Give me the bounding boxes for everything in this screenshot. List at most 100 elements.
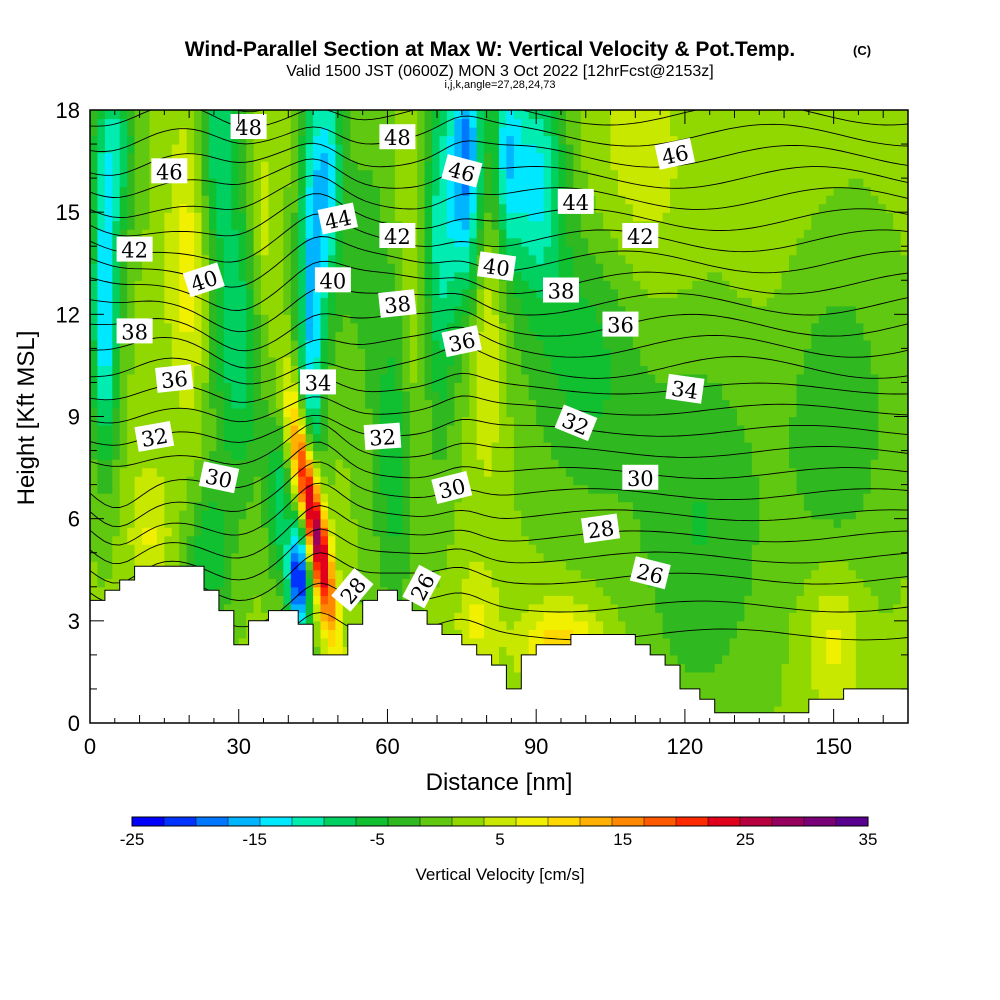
field-cell: [476, 144, 485, 154]
field-cell: [580, 127, 589, 137]
field-cell: [186, 118, 195, 128]
field-cell: [164, 552, 173, 562]
field-cell: [149, 246, 158, 256]
field-cell: [283, 118, 292, 128]
field-cell: [283, 203, 292, 213]
field-cell: [595, 339, 604, 349]
field-cell: [90, 254, 98, 264]
field-cell: [342, 365, 351, 375]
field-cell: [417, 246, 426, 256]
field-cell: [469, 450, 478, 460]
field-cell: [290, 254, 299, 264]
field-cell: [223, 416, 232, 426]
field-cell: [119, 391, 128, 401]
field-cell: [171, 271, 180, 281]
field-cell: [313, 493, 322, 503]
field-cell: [454, 203, 463, 213]
field-cell: [499, 569, 507, 579]
field-cell: [446, 450, 455, 460]
field-cell: [350, 135, 359, 145]
field-cell: [536, 203, 545, 213]
field-cell: [90, 561, 98, 571]
field-cell: [305, 612, 314, 622]
field-cell: [246, 425, 255, 435]
field-cell: [513, 425, 522, 435]
field-cell: [417, 186, 426, 196]
field-cell: [298, 220, 307, 230]
field-cell: [149, 518, 158, 528]
field-cell: [97, 203, 106, 213]
field-cell: [186, 220, 195, 230]
field-cell: [424, 365, 433, 375]
field-cell: [246, 365, 255, 375]
field-cell: [424, 544, 433, 554]
field-cell: [350, 535, 359, 545]
field-cell: [506, 127, 515, 137]
field-cell: [551, 408, 560, 418]
field-cell: [134, 348, 143, 358]
field-cell: [446, 127, 455, 137]
field-cell: [469, 229, 478, 239]
field-cell: [179, 561, 188, 571]
field-cell: [521, 646, 530, 656]
field-cell: [521, 510, 530, 520]
field-cell: [528, 178, 537, 188]
field-cell: [491, 544, 500, 554]
field-cell: [558, 339, 567, 349]
field-cell: [432, 365, 441, 375]
field-cell: [543, 493, 552, 503]
field-cell: [179, 331, 188, 341]
field-cell: [127, 229, 136, 239]
field-cell: [506, 169, 515, 179]
field-cell: [283, 433, 292, 443]
field-cell: [223, 356, 232, 366]
field-cell: [357, 135, 366, 145]
field-cell: [394, 152, 403, 162]
field-cell: [432, 425, 441, 435]
field-cell: [290, 433, 299, 443]
field-cell: [499, 110, 507, 120]
field-cell: [558, 569, 567, 579]
field-cell: [194, 356, 203, 366]
field-cell: [357, 425, 366, 435]
field-cell: [595, 169, 604, 179]
field-cell: [209, 195, 217, 205]
field-cell: [491, 297, 500, 307]
field-cell: [551, 169, 560, 179]
field-cell: [387, 169, 396, 179]
field-cell: [543, 518, 552, 528]
field-cell: [595, 195, 604, 205]
field-cell: [194, 450, 203, 460]
field-cell: [424, 314, 433, 324]
field-cell: [357, 603, 366, 613]
field-cell: [513, 586, 522, 596]
field-cell: [201, 186, 210, 196]
field-cell: [432, 271, 441, 281]
field-cell: [409, 399, 418, 409]
field-cell: [142, 518, 151, 528]
field-cell: [171, 459, 180, 469]
field-cell: [558, 110, 567, 120]
field-cell: [543, 586, 552, 596]
field-cell: [432, 339, 441, 349]
field-cell: [261, 459, 269, 469]
field-cell: [290, 118, 299, 128]
field-cell: [372, 544, 381, 554]
field-cell: [223, 322, 232, 332]
field-cell: [372, 382, 381, 392]
field-cell: [290, 373, 299, 383]
field-cell: [417, 501, 426, 511]
field-cell: [506, 433, 515, 443]
field-cell: [446, 297, 455, 307]
field-cell: [90, 339, 98, 349]
field-cell: [320, 246, 329, 256]
field-cell: [506, 382, 515, 392]
field-cell: [320, 178, 329, 188]
field-cell: [261, 152, 269, 162]
field-cell: [112, 484, 121, 494]
field-cell: [253, 501, 262, 511]
field-cell: [261, 552, 269, 562]
field-cell: [216, 433, 225, 443]
field-cell: [536, 271, 545, 281]
field-cell: [513, 263, 522, 273]
